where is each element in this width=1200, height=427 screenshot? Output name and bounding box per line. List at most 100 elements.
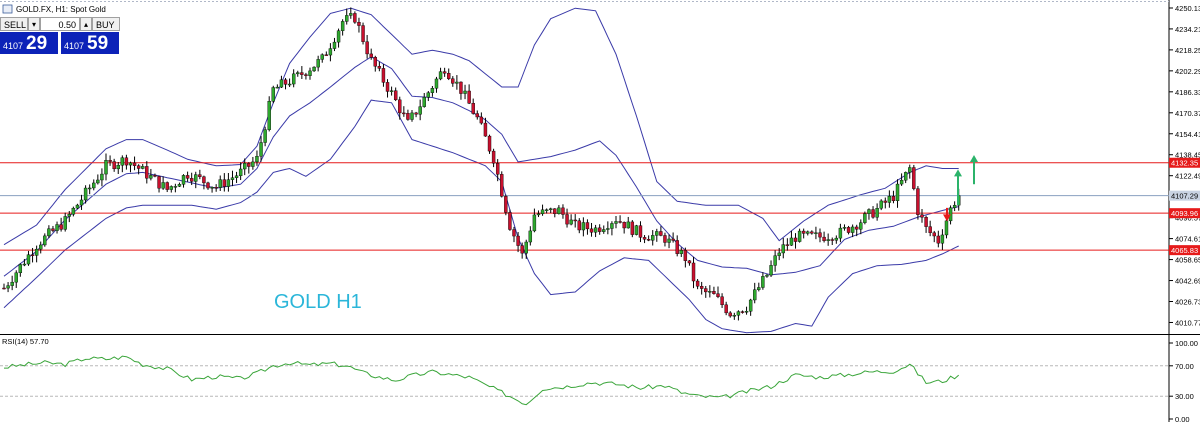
candle-body [14, 272, 18, 283]
candle [532, 208, 537, 233]
price-tick-label: 4154.41 [1175, 130, 1200, 139]
candle [536, 210, 541, 218]
candle-body [687, 260, 692, 264]
candle-body [385, 82, 390, 92]
candle-body [549, 208, 553, 210]
candle-body [247, 163, 251, 167]
candle-body [728, 312, 732, 317]
candle [585, 219, 590, 235]
price-tick-label: 4026.73 [1175, 298, 1200, 307]
down-arrow-icon[interactable] [943, 207, 951, 222]
candle-body [524, 241, 528, 254]
candle [230, 170, 235, 187]
buy-button[interactable]: BUY [92, 17, 120, 31]
candle [818, 228, 822, 243]
candle-body [47, 228, 51, 237]
candle [634, 224, 639, 236]
candle-body [304, 74, 308, 76]
candle-body [218, 179, 222, 188]
candle-body [785, 244, 790, 246]
candle [659, 226, 663, 237]
candle [940, 229, 945, 250]
price-tag-label: 4093.96 [1171, 209, 1198, 218]
candle [39, 241, 43, 254]
candle [663, 232, 667, 247]
candle [279, 75, 284, 88]
candle [806, 230, 810, 236]
chart-symbol-title: GOLD.FX, H1: Spot Gold [16, 5, 106, 14]
candle [569, 214, 573, 226]
candle [267, 96, 271, 132]
candle [34, 245, 39, 263]
candle [398, 96, 402, 120]
candle-body [663, 235, 667, 243]
up-arrow-icon[interactable] [970, 154, 978, 185]
lot-size-input[interactable]: 0.50 [40, 17, 80, 31]
candle-body [753, 289, 757, 301]
price-tick-label: 4170.37 [1175, 109, 1200, 118]
candle-body [108, 160, 112, 162]
buy-price-button[interactable]: 4107 59 [61, 32, 119, 54]
candle-body [577, 220, 581, 231]
sell-price-button[interactable]: 4107 29 [0, 32, 58, 54]
candle [202, 175, 206, 190]
candle-body [659, 231, 663, 236]
candle [753, 282, 757, 304]
candle [414, 111, 418, 118]
candle-body [328, 48, 333, 56]
candle [846, 225, 851, 235]
candle [218, 175, 222, 191]
sell-button[interactable]: SELL [0, 17, 28, 31]
candle [716, 286, 720, 299]
candle [679, 247, 683, 257]
candle [418, 99, 422, 121]
candle-body [141, 166, 145, 169]
candle [581, 217, 586, 237]
candle [732, 312, 737, 320]
candle-body [818, 232, 822, 238]
candle-body [349, 13, 353, 16]
candle [879, 199, 883, 211]
candle-body [271, 87, 275, 102]
candle [185, 171, 190, 182]
candle [402, 106, 406, 117]
candle-body [606, 228, 610, 230]
candle [455, 75, 459, 90]
candle-body [136, 165, 141, 169]
candle-body [161, 182, 165, 189]
candle-body [157, 176, 161, 189]
candle-body [863, 213, 867, 223]
candle-body [120, 157, 125, 166]
candle-body [646, 239, 651, 241]
up-arrow-icon[interactable] [954, 169, 962, 206]
candle [263, 126, 267, 147]
candle [393, 87, 398, 102]
price-tick-label: 4202.29 [1175, 67, 1200, 76]
candle [867, 208, 871, 220]
candle [936, 230, 941, 248]
candle-body [369, 53, 373, 58]
candle [165, 181, 169, 193]
candle [116, 162, 120, 174]
candle-body [895, 183, 900, 202]
candle [785, 238, 790, 251]
candle-body [569, 219, 573, 225]
candle-body [177, 184, 182, 187]
candle-body [10, 281, 14, 286]
candle [75, 203, 80, 210]
candle [479, 112, 484, 125]
candle-body [952, 204, 957, 208]
lot-increase-button[interactable]: ▴ [80, 17, 92, 31]
lot-decrease-button[interactable]: ▾ [28, 17, 40, 31]
candle-body [520, 245, 524, 254]
candle-body [296, 72, 300, 75]
candle [14, 270, 18, 288]
candle [850, 224, 855, 238]
candle [108, 155, 112, 166]
candle-body [736, 311, 741, 316]
up-arrow-icon-head [970, 154, 978, 162]
candle [173, 183, 178, 193]
price-tick-label: 4138.45 [1175, 151, 1200, 160]
